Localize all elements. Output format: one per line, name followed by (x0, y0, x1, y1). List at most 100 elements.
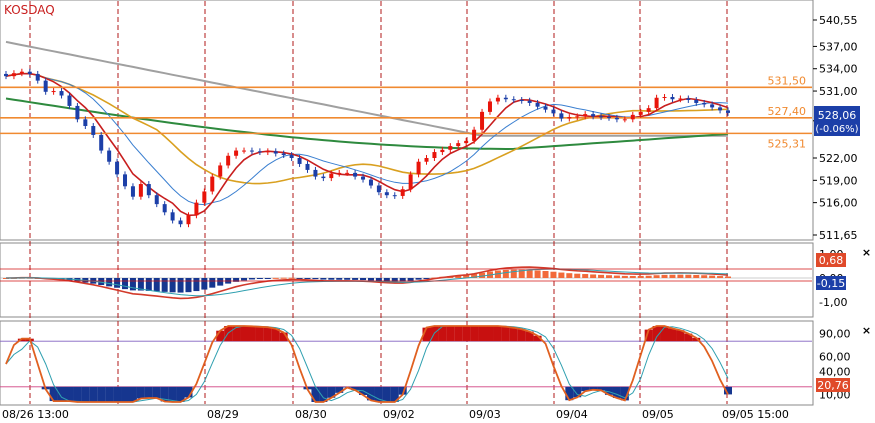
macd-panel[interactable] (0, 242, 814, 318)
macd-histogram-bar (201, 278, 208, 290)
stochastic-overbought-fill (263, 327, 272, 342)
macd-histogram-bar (502, 269, 509, 278)
stochastic-oversold-fill (589, 386, 598, 390)
stochastic-overbought-fill (462, 326, 471, 342)
macd-histogram-bar (415, 278, 422, 280)
candle-body (408, 174, 413, 190)
candle-body (249, 150, 254, 152)
macd-histogram-bar (677, 274, 684, 278)
candle-body (273, 151, 278, 154)
stochastic-overbought-fill (271, 328, 280, 342)
candle-body (138, 184, 143, 197)
macd-histogram-bar (280, 277, 287, 279)
time-axis-label: 09/05 (642, 408, 674, 421)
stochastic-overbought-fill (279, 332, 288, 342)
candles (4, 68, 730, 228)
macd-histogram-bar (375, 278, 382, 281)
candle-body (432, 152, 437, 159)
macd-histogram-bar (352, 278, 359, 280)
macd-histogram-bar (471, 274, 478, 278)
stochastic-oversold-fill (390, 386, 399, 402)
candle-body (416, 161, 421, 175)
candle-body (130, 186, 135, 197)
macd-histogram-bar (272, 277, 279, 279)
candle-body (329, 173, 334, 179)
macd-histogram-bar (312, 278, 319, 280)
candle-body (75, 105, 80, 120)
stochastic-overbought-fill (692, 337, 701, 342)
macd-histogram-bar (637, 275, 644, 278)
time-axis-label: 08/30 (295, 408, 327, 421)
candle-body (575, 116, 580, 118)
time-axis-label: 09/02 (383, 408, 415, 421)
stochastic-oversold-fill (612, 386, 621, 399)
stochastic-overbought-fill (660, 326, 669, 342)
macd-histogram-bar (153, 278, 160, 292)
candle-body (630, 114, 635, 120)
candle-body (503, 97, 508, 100)
candle-body (257, 151, 262, 153)
stochastic-oversold-fill (73, 386, 82, 402)
macd-histogram-bar (304, 278, 311, 279)
macd-histogram-bar (621, 275, 628, 278)
macd-oscillator (0, 266, 812, 300)
stochastic-oscillator (0, 325, 812, 403)
stochastic-oversold-fill (65, 386, 74, 402)
macd-axis-label: -1,00 (819, 296, 847, 309)
candle-body (11, 73, 16, 77)
candle-body (281, 153, 286, 156)
candle-body (551, 109, 556, 114)
candle-body (265, 151, 270, 153)
stochastic-oversold-fill (597, 386, 606, 391)
stochastic-oversold-fill (366, 386, 375, 401)
candle-body (456, 143, 461, 147)
candle-body (487, 101, 492, 112)
macd-histogram-bar (193, 278, 200, 292)
macd-close-button[interactable]: × (861, 246, 872, 259)
stochastic-overbought-fill (247, 326, 256, 342)
macd-histogram-bar (605, 275, 612, 278)
macd-histogram-bar (725, 276, 731, 278)
candle-body (99, 134, 104, 151)
macd-histogram-bar (526, 269, 533, 278)
stochastic-oversold-fill (128, 386, 137, 402)
macd-histogram-bar (613, 275, 620, 278)
candle-body (511, 99, 516, 101)
macd-histogram-bar (653, 275, 660, 278)
ma120-line (5, 40, 728, 137)
stochastic-axis-label: 90,00 (819, 328, 851, 341)
stochastic-badge (816, 378, 850, 392)
stochastic-overbought-fill (17, 338, 26, 342)
candle-body (361, 176, 366, 180)
candle-body (718, 107, 723, 111)
stochastic-overbought-fill (525, 331, 534, 342)
price-axis-label: 534,00 (819, 63, 858, 76)
macd-signal-value: 0,68 (819, 254, 844, 267)
moving-average-lines (5, 40, 729, 217)
stochastic-overbought-fill (470, 326, 479, 342)
price-axis-label: 522,00 (819, 152, 858, 165)
candle-body (662, 96, 667, 98)
macd-histogram-bar (360, 278, 367, 281)
stochastic-overbought-fill (501, 326, 510, 342)
candle-body (146, 184, 151, 196)
candle-body (464, 140, 469, 144)
stochastic-close-button[interactable]: × (861, 324, 872, 337)
stochastic-axis-label: 60,00 (819, 350, 851, 363)
chart-title: KOSDAQ (4, 3, 55, 17)
candle-body (162, 204, 167, 213)
candle-body (710, 104, 715, 108)
axis-labels: 540,55537,00534,00531,00527,00522,00519,… (2, 14, 858, 421)
candle-body (384, 192, 389, 196)
candle-body (368, 179, 373, 186)
stochastic-overbought-fill (533, 335, 542, 342)
macd-histogram-bar (510, 269, 517, 278)
candle-body (535, 102, 540, 107)
candle-body (345, 172, 350, 174)
candle-body (115, 161, 120, 175)
price-axis-label: 516,00 (819, 197, 858, 210)
stochastic-overbought-fill (676, 330, 685, 342)
candle-body (170, 212, 175, 221)
stochastic-overbought-fill (509, 327, 518, 342)
